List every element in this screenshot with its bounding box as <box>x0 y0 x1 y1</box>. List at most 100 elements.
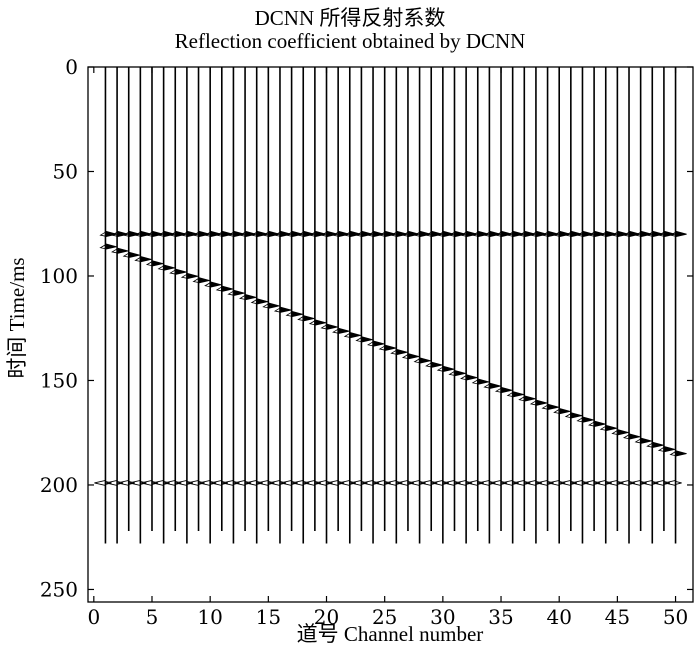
reflection-wiggle-tail <box>157 231 164 237</box>
reflection-wiggle-tail <box>215 231 223 237</box>
reflection-wiggle-tail <box>355 231 362 237</box>
reflection-wiggle <box>431 479 443 486</box>
reflection-wiggle <box>395 230 408 238</box>
reflection-wiggle <box>105 243 117 250</box>
reflection-wiggle <box>628 230 641 238</box>
reflection-wiggle-tail <box>547 480 554 485</box>
reflection-wiggle <box>361 479 374 486</box>
reflection-wiggle-tail <box>157 265 164 271</box>
reflection-wiggle <box>571 479 583 486</box>
reflection-wiggle <box>663 445 676 453</box>
reflection-wiggle-tail <box>669 451 676 457</box>
reflection-wiggle-tail <box>268 480 275 485</box>
reflection-wiggle-tail <box>192 278 199 283</box>
reflection-wiggle-tail <box>506 231 513 237</box>
reflection-wiggle <box>488 230 501 238</box>
reflection-wiggle <box>640 230 652 238</box>
reflection-wiggle-tail <box>308 320 316 326</box>
reflection-wiggle <box>151 260 164 267</box>
reflection-wiggle-tail <box>564 413 572 419</box>
reflection-wiggle-tail <box>535 480 543 485</box>
reflection-wiggle <box>512 230 524 238</box>
reflection-wiggle-tail <box>652 480 659 485</box>
reflection-wiggle <box>652 479 665 486</box>
reflection-wiggle-tail <box>116 480 124 485</box>
reflection-wiggle-tail <box>314 480 322 485</box>
reflection-wiggle-tail <box>605 480 612 485</box>
reflection-wiggle-tail <box>436 231 444 237</box>
reflection-wiggle-tail <box>518 231 525 237</box>
reflection-wiggle <box>454 369 466 377</box>
reflection-wiggle-tail <box>303 480 310 485</box>
reflection-wiggle <box>209 281 222 288</box>
reflection-wiggle-tail <box>256 480 263 485</box>
reflection-wiggle <box>373 479 385 486</box>
x-tick-label: 35 <box>488 605 513 629</box>
reflection-group <box>94 230 687 486</box>
reflection-wiggle-tail <box>151 480 159 485</box>
reflection-wiggle-tail <box>675 480 682 485</box>
reflection-wiggle <box>640 437 652 444</box>
x-tick-label: 5 <box>146 605 159 629</box>
reflection-wiggle <box>174 268 187 276</box>
reflection-wiggle-tail <box>175 480 182 485</box>
reflection-wiggle <box>593 230 606 238</box>
reflection-wiggle <box>221 285 233 292</box>
x-tick-label: 20 <box>314 605 339 629</box>
reflection-wiggle-tail <box>634 231 641 237</box>
reflection-wiggle <box>559 479 571 486</box>
reflection-wiggle <box>256 230 268 238</box>
reflection-wiggle-tail <box>378 231 385 237</box>
reflection-wiggle <box>151 230 164 238</box>
reflection-wiggle <box>338 479 350 486</box>
reflection-wiggle <box>442 230 455 238</box>
reflection-wiggle <box>594 479 606 486</box>
reflection-wiggle <box>292 479 304 486</box>
reflection-wiggle-tail <box>215 286 223 292</box>
reflection-wiggle <box>454 479 467 486</box>
reflection-wiggle <box>501 479 513 486</box>
reflection-wiggle-tail <box>529 231 537 237</box>
reflection-wiggle <box>116 247 129 254</box>
reflection-wiggle <box>139 255 152 263</box>
reflection-wiggle <box>349 230 361 238</box>
reflection-wiggle <box>651 441 664 449</box>
reflection-wiggle-tail <box>326 480 333 485</box>
reflection-wiggle-tail <box>355 337 362 343</box>
reflection-wiggle <box>430 230 443 238</box>
reflection-wiggle-tail <box>210 480 217 485</box>
reflection-wiggle <box>105 479 118 486</box>
reflection-wiggle-tail <box>506 392 513 397</box>
y-tick-label: 100 <box>40 264 78 288</box>
reflection-wiggle-tail <box>343 333 350 338</box>
reflection-wiggle <box>233 479 246 486</box>
reflection-wiggle-tail <box>425 362 432 368</box>
reflection-wiggle-tail <box>349 480 356 485</box>
reflection-wiggle <box>407 352 420 360</box>
reflection-wiggle <box>477 230 489 238</box>
reflection-wiggle <box>315 479 327 486</box>
reflection-wiggle <box>582 416 594 423</box>
reflection-wiggle-tail <box>279 480 287 485</box>
reflection-wiggle <box>629 479 641 486</box>
reflection-wiggle-tail <box>669 231 676 237</box>
reflection-wiggle <box>117 479 129 486</box>
reflection-wiggle-tail <box>366 341 374 347</box>
reflection-wiggle-tail <box>169 269 176 275</box>
reflection-wiggle <box>558 230 571 238</box>
reflection-wiggle <box>419 357 431 364</box>
x-tick-label: 0 <box>87 605 100 629</box>
reflection-wiggle-tail <box>436 366 444 372</box>
reflection-wiggle-tail <box>588 231 595 237</box>
reflection-wiggle <box>524 479 537 486</box>
reflection-wiggle <box>314 230 327 238</box>
reflection-wiggle <box>488 382 501 390</box>
reflection-wiggle-tail <box>227 290 234 296</box>
reflection-wiggle <box>420 479 432 486</box>
reflection-wiggle <box>523 395 536 402</box>
reflection-wiggle <box>116 230 129 238</box>
reflection-wiggle <box>372 340 385 347</box>
reflection-wiggle <box>593 420 606 428</box>
reflection-wiggle-tail <box>401 354 409 359</box>
reflection-wiggle <box>384 230 396 238</box>
